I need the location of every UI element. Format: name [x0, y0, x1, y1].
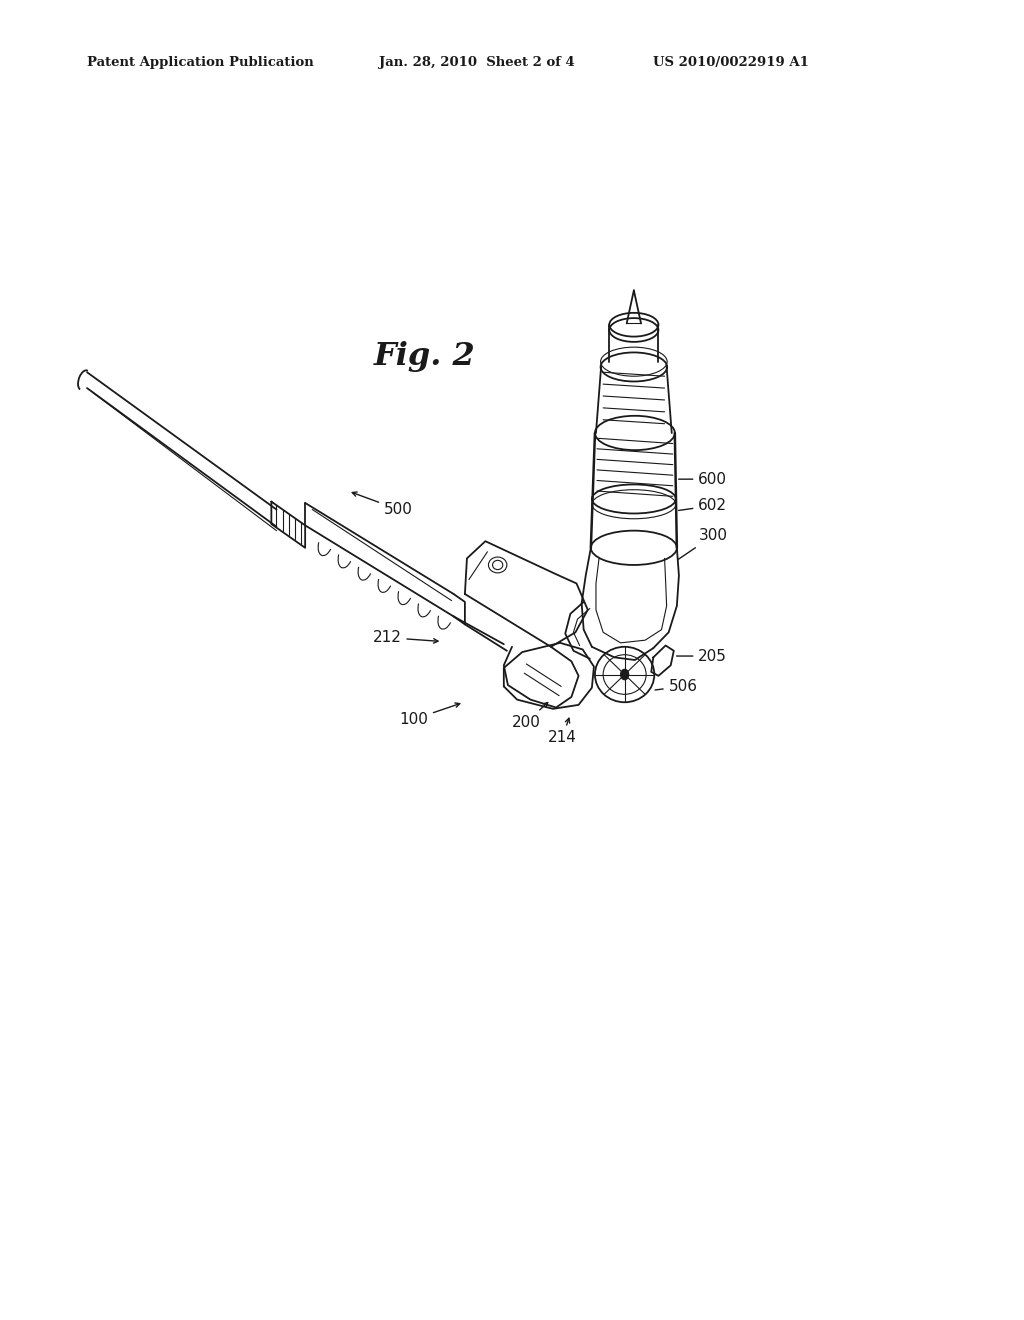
Text: 500: 500	[352, 492, 413, 517]
Text: Jan. 28, 2010  Sheet 2 of 4: Jan. 28, 2010 Sheet 2 of 4	[379, 55, 574, 69]
Text: 205: 205	[677, 648, 727, 664]
Text: 506: 506	[655, 678, 697, 694]
Text: Fig. 2: Fig. 2	[374, 341, 476, 372]
Text: 200: 200	[512, 702, 548, 730]
Text: 100: 100	[399, 704, 460, 727]
Text: 600: 600	[679, 471, 727, 487]
Text: 212: 212	[373, 630, 438, 645]
Text: 300: 300	[678, 528, 727, 560]
Circle shape	[621, 669, 629, 680]
Text: 214: 214	[548, 718, 577, 746]
Text: US 2010/0022919 A1: US 2010/0022919 A1	[653, 55, 809, 69]
Text: Patent Application Publication: Patent Application Publication	[87, 55, 313, 69]
Text: 602: 602	[679, 498, 727, 513]
